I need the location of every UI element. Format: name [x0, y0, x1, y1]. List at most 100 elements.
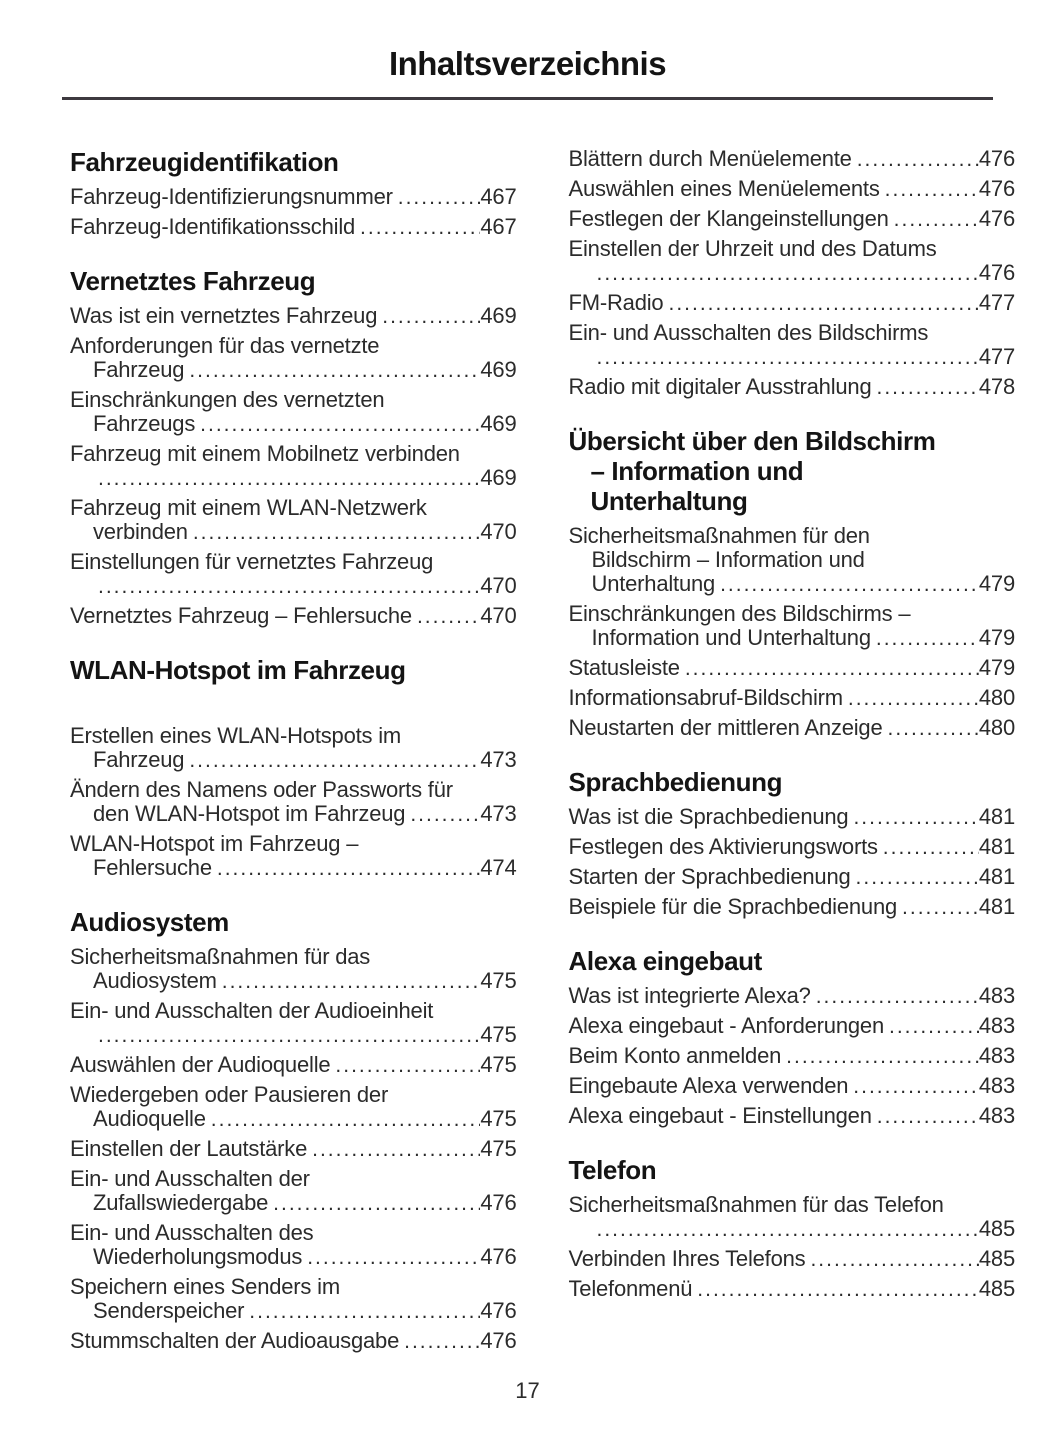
toc-entry-line: Wiederholungsmodus 476 — [70, 1245, 517, 1270]
toc-entry-line: Alexa eingebaut - Anforderungen 483 — [569, 1014, 1016, 1039]
dot-leader — [816, 984, 979, 1009]
toc-entry: Alexa eingebaut - Anforderungen 483 — [569, 1014, 1016, 1039]
toc-entry: Eingebaute Alexa verwenden 483 — [569, 1074, 1016, 1099]
dot-leader — [249, 1299, 480, 1324]
entry-title: verbinden — [93, 519, 188, 544]
entry-page-number: 470 — [480, 573, 517, 598]
toc-entry-line: Statusleiste 479 — [569, 656, 1016, 681]
dot-leader — [877, 1104, 979, 1129]
toc-entry: Einschränkungen des Bildschirms – Informa… — [569, 602, 1016, 651]
dot-leader — [312, 1137, 480, 1162]
toc-entry-line: verbinden 470 — [70, 520, 517, 545]
entry-title: Fahrzeug-Identifikationsschild — [70, 214, 356, 239]
dot-leader — [382, 304, 480, 329]
toc-entry: Wiedergeben oder Pausieren der Audioquell… — [70, 1083, 517, 1132]
entry-title: Fahrzeug — [93, 357, 185, 382]
dot-leader — [98, 1023, 480, 1048]
toc-entry: FM-Radio 477 — [569, 291, 1016, 316]
toc-entry-line: Ein- und Ausschalten der — [70, 1166, 310, 1191]
section-heading: Vernetztes Fahrzeug — [70, 266, 517, 296]
section-heading: Sprachbedienung — [569, 767, 1016, 797]
entry-page-number: 477 — [978, 290, 1015, 315]
toc-entry-line: Wiedergeben oder Pausieren der — [70, 1082, 389, 1107]
toc-entry: Einstellungen für vernetztes Fahrzeug 470 — [70, 550, 517, 599]
toc-entry: Sicherheitsmaßnahmen für den Bildschirm –… — [569, 524, 1016, 597]
toc-entry-line: Auswählen eines Menüelements 476 — [569, 177, 1016, 202]
toc-entry: Erstellen eines WLAN-Hotspots im Fahrzeug… — [70, 724, 517, 773]
toc-entry-line: Was ist integrierte Alexa? 483 — [569, 984, 1016, 1009]
toc-entry-line: Einstellen der Lautstärke 475 — [70, 1137, 517, 1162]
entry-title: Einstellen der Lautstärke — [70, 1136, 308, 1161]
entry-title: Auswählen eines Menüelements — [568, 176, 880, 201]
toc-section: Alexa eingebaut Was ist integrierte Alexa… — [569, 946, 1016, 1129]
dot-leader — [853, 805, 978, 830]
toc-entry-line: Neustarten der mittleren Anzeige 480 — [569, 716, 1016, 741]
toc-entry: Informationsabruf-Bildschirm 480 — [569, 686, 1016, 711]
entry-page-number: 470 — [480, 603, 517, 628]
dot-leader — [222, 969, 481, 994]
entry-page-number: 475 — [480, 1136, 517, 1161]
dot-leader — [597, 1217, 979, 1242]
entry-title: Radio mit digitaler Ausstrahlung — [568, 374, 872, 399]
toc-page: Inhaltsverzeichnis Fahrzeugidentifikatio… — [0, 0, 1055, 1354]
entry-page-number: 479 — [978, 625, 1015, 650]
toc-entry: Ein- und Ausschalten des Bildschirms 477 — [569, 321, 1016, 370]
toc-entry-line: Einstellen der Uhrzeit und des Datums — [568, 236, 937, 261]
page-number: 17 — [515, 1378, 540, 1403]
toc-entry-line: Audiosystem 475 — [70, 969, 517, 994]
entry-page-number: 469 — [480, 303, 517, 328]
dot-leader — [398, 185, 481, 210]
dot-leader — [597, 345, 979, 370]
entry-page-number: 481 — [978, 804, 1015, 829]
toc-entry: Stummschalten der Audioausgabe 476 — [70, 1329, 517, 1354]
entry-page-number: 476 — [978, 176, 1015, 201]
entry-page-number: 480 — [978, 685, 1015, 710]
entry-page-number: 481 — [978, 834, 1015, 859]
toc-entry-line: Festlegen der Klangeinstellungen 476 — [569, 207, 1016, 232]
entry-page-number: 480 — [978, 715, 1015, 740]
toc-entry-line: Bildschirm – Information und — [591, 547, 865, 572]
toc-entry: Sicherheitsmaßnahmen für das Telefon 485 — [569, 1193, 1016, 1242]
toc-entry: Beim Konto anmelden 483 — [569, 1044, 1016, 1069]
section-heading: Übersicht über den Bildschirm – Informati… — [569, 426, 1016, 516]
entry-page-number: 473 — [480, 747, 517, 772]
toc-entry-line: Beim Konto anmelden 483 — [569, 1044, 1016, 1069]
toc-entry-line: Beispiele für die Sprachbedienung 481 — [569, 895, 1016, 920]
dot-leader — [889, 1014, 979, 1039]
toc-entry-line: Eingebaute Alexa verwenden 483 — [569, 1074, 1016, 1099]
entry-title: Festlegen der Klangeinstellungen — [568, 206, 889, 231]
entry-page-number: 475 — [480, 1106, 517, 1131]
toc-entry-line: Starten der Sprachbedienung 481 — [569, 865, 1016, 890]
entry-title: Was ist integrierte Alexa? — [568, 983, 811, 1008]
toc-entry: Alexa eingebaut - Einstellungen 483 — [569, 1104, 1016, 1129]
toc-entry-line: Anforderungen für das vernetzte — [70, 333, 380, 358]
entry-page-number: 467 — [480, 184, 517, 209]
toc-entry: Ein- und Ausschalten der Audioeinheit 475 — [70, 999, 517, 1048]
toc-entry-line: 469 — [70, 466, 516, 491]
dot-leader — [902, 895, 979, 920]
entry-page-number: 485 — [978, 1216, 1015, 1241]
dot-leader — [597, 261, 979, 286]
toc-entry-line: Fahrzeug 473 — [70, 748, 517, 773]
toc-entry-line: 477 — [569, 344, 1015, 370]
dot-leader — [307, 1245, 480, 1270]
toc-columns: Fahrzeugidentifikation Fahrzeug-Identifiz… — [0, 100, 1055, 1354]
entry-title: Neustarten der mittleren Anzeige — [568, 715, 883, 740]
toc-entry-line: Vernetztes Fahrzeug – Fehlersuche 470 — [70, 604, 517, 629]
entry-page-number: 481 — [978, 864, 1015, 889]
toc-entry-line: Ein- und Ausschalten des — [70, 1220, 314, 1245]
dot-leader — [885, 177, 979, 202]
dot-leader — [98, 466, 480, 491]
toc-entry-line: Alexa eingebaut - Einstellungen 483 — [569, 1104, 1016, 1129]
toc-column-right: Blättern durch Menüelemente476Auswählen … — [569, 147, 1016, 1302]
dot-leader — [876, 626, 979, 651]
toc-entry: Auswählen der Audioquelle 475 — [70, 1053, 517, 1078]
toc-entry-line: Fehlersuche 474 — [70, 856, 517, 881]
toc-section: WLAN-Hotspot im Fahrzeug Erstellen eines … — [70, 655, 517, 881]
entry-title: Vernetztes Fahrzeug – Fehlersuche — [70, 603, 412, 628]
entry-page-number: 476 — [480, 1190, 517, 1215]
toc-entry: Vernetztes Fahrzeug – Fehlersuche 470 — [70, 604, 517, 629]
entry-page-number: 476 — [480, 1244, 517, 1269]
entry-page-number: 477 — [978, 344, 1015, 369]
